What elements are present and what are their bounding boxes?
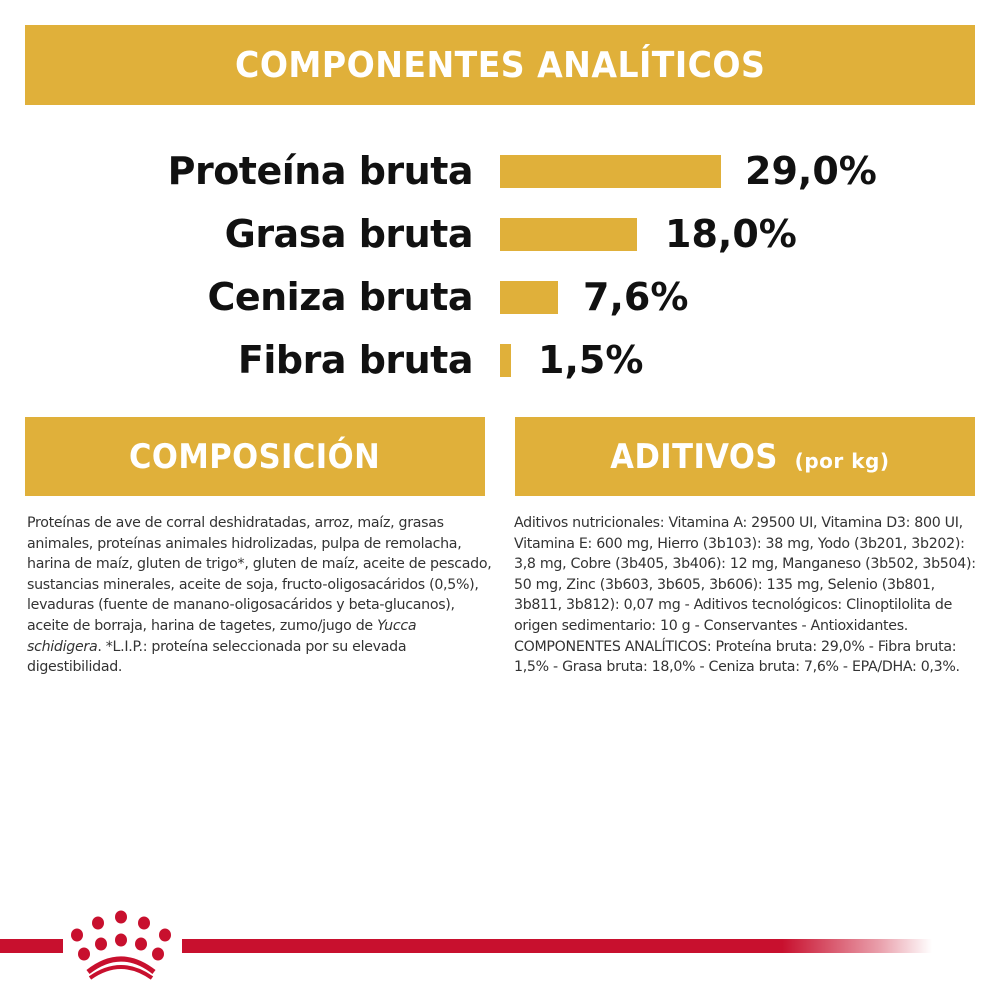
chart-value: 18,0% [665, 212, 797, 256]
chart-label: Fibra bruta [237, 338, 474, 382]
chart-bar [500, 155, 721, 188]
composition-title: COMPOSICIÓN [129, 436, 381, 477]
chart-row-ash: Ceniza bruta 7,6% [0, 277, 1000, 317]
analytical-components-title: COMPONENTES ANALÍTICOS [234, 44, 766, 86]
additives-header: ADITIVOS (por kg) [515, 417, 975, 496]
chart-bar [500, 281, 558, 314]
chart-bar [500, 344, 511, 377]
additives-analytic-text: COMPONENTES ANALÍTICOS: Proteína bruta: … [514, 638, 960, 676]
analytical-components-header: COMPONENTES ANALÍTICOS [25, 25, 975, 105]
additives-title: ADITIVOS [609, 436, 778, 477]
chart-row-fiber: Fibra bruta 1,5% [0, 340, 1000, 380]
chart-label: Grasa bruta [224, 212, 474, 256]
composition-text-italic: Yucca schidigera [27, 617, 417, 655]
additives-text: Aditivos nutricionales: Vitamina A: 2950… [514, 513, 984, 678]
composition-text-main: Proteínas de ave de corral deshidratadas… [27, 515, 492, 634]
composition-text-end: . *L.I.P.: proteína seleccionada por su … [27, 638, 407, 676]
chart-value: 1,5% [538, 338, 644, 382]
composition-text: Proteínas de ave de corral deshidratadas… [27, 513, 492, 678]
additives-nutritional-text: Aditivos nutricionales: Vitamina A: 2950… [514, 515, 976, 634]
chart-row-fat: Grasa bruta 18,0% [0, 214, 1000, 254]
footer-brand-line-right [182, 939, 932, 953]
chart-label: Ceniza bruta [207, 275, 473, 319]
additives-title-suffix: (por kg) [794, 448, 890, 473]
chart-row-protein: Proteína bruta 29,0% [0, 151, 1000, 191]
composition-header: COMPOSICIÓN [25, 417, 485, 496]
royal-canin-crown-icon [71, 910, 171, 980]
chart-value: 7,6% [583, 275, 689, 319]
chart-value: 29,0% [745, 149, 877, 193]
footer-brand-line-left [0, 939, 63, 953]
chart-bar [500, 218, 637, 251]
chart-label: Proteína bruta [167, 149, 474, 193]
analytical-components-chart: Proteína bruta 29,0% Grasa bruta 18,0% C… [0, 140, 1000, 390]
